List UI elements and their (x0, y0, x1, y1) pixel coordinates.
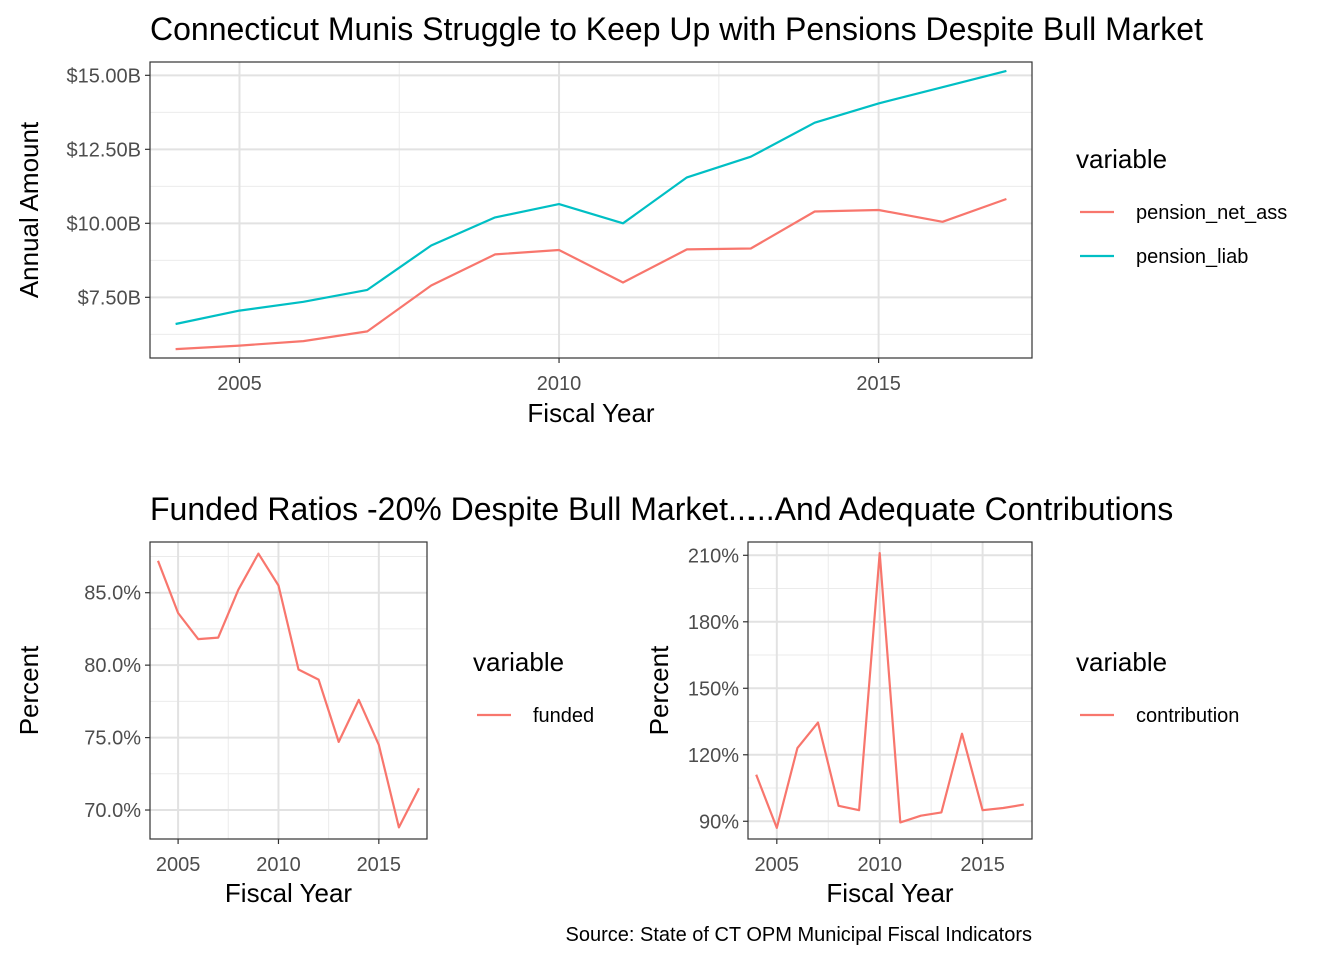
chart-title: ...And Adequate Contributions (748, 491, 1173, 527)
plot-border (149, 541, 428, 840)
y-tick-label: 180% (688, 612, 739, 634)
x-tick-label: 2005 (217, 373, 262, 395)
legend: variable pension_net_ass pension_liab (1076, 144, 1287, 268)
x-tick-label: 2010 (537, 373, 582, 395)
x-tick-label: 2005 (755, 854, 800, 876)
x-tick-label: 2005 (156, 854, 201, 876)
legend: variable funded (473, 647, 594, 727)
legend-label: contribution (1136, 705, 1239, 727)
series-line-contribution (755, 551, 1024, 830)
legend-label: funded (533, 705, 594, 727)
plot-border (747, 541, 1033, 840)
y-tick-label: 80.0% (84, 655, 141, 677)
x-tick-label: 2015 (856, 373, 901, 395)
chart-panel-1: Connecticut Munis Struggle to Keep Up wi… (14, 11, 1287, 428)
y-axis-title: Percent (644, 645, 674, 735)
chart-panel-3: ...And Adequate Contributions 2005 2010 201… (644, 491, 1239, 908)
y-tick-label: 75.0% (84, 728, 141, 750)
series-line-funded (156, 552, 420, 829)
chart-panel-2: Funded Ratios -20% Despite Bull Market..… (14, 491, 755, 908)
y-tick-label: 120% (688, 745, 739, 767)
legend-title: variable (1076, 144, 1167, 174)
y-tick-label: $12.50B (66, 139, 141, 161)
plot-background (150, 542, 427, 839)
y-tick-label: $10.00B (66, 213, 141, 235)
plot-border (149, 61, 1033, 359)
x-tick-label: 2015 (960, 854, 1005, 876)
x-tick-label: 2010 (256, 854, 301, 876)
x-axis-title: Fiscal Year (225, 878, 353, 908)
chart-title: Connecticut Munis Struggle to Keep Up wi… (150, 11, 1203, 47)
y-tick-label: $7.50B (78, 287, 141, 309)
series-line-pension_liab (175, 69, 1007, 326)
legend-title: variable (1076, 647, 1167, 677)
y-tick-label: 85.0% (84, 583, 141, 605)
y-tick-label: 210% (688, 545, 739, 567)
y-tick-label: 150% (688, 678, 739, 700)
y-tick-label: 70.0% (84, 800, 141, 822)
x-axis-title: Fiscal Year (527, 398, 655, 428)
y-axis-title: Percent (14, 645, 44, 735)
y-axis-title: Annual Amount (14, 121, 44, 298)
series-line-pension_net_ass (175, 197, 1007, 351)
legend-title: variable (473, 647, 564, 677)
legend-label: pension_liab (1136, 246, 1248, 268)
y-tick-label: $15.00B (66, 65, 141, 87)
x-tick-label: 2015 (357, 854, 402, 876)
source-caption: Source: State of CT OPM Municipal Fiscal… (566, 924, 1032, 946)
x-axis-title: Fiscal Year (826, 878, 954, 908)
legend-label: pension_net_ass (1136, 202, 1287, 224)
plot-background (150, 62, 1032, 358)
x-tick-label: 2010 (857, 854, 902, 876)
chart-title: Funded Ratios -20% Despite Bull Market..… (150, 491, 755, 527)
y-tick-label: 90% (699, 811, 739, 833)
legend: variable contribution (1076, 647, 1239, 727)
